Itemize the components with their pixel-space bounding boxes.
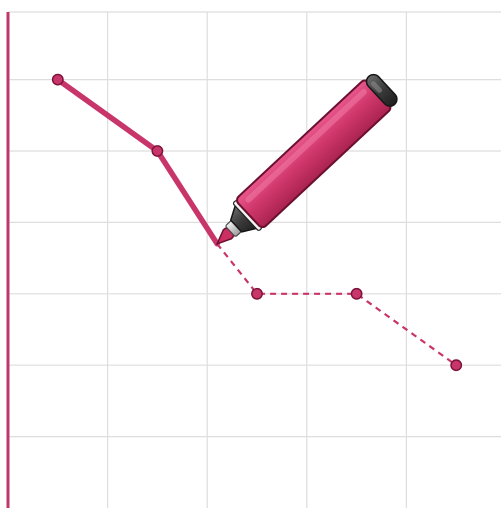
grid (8, 11, 501, 508)
guide-point[interactable] (251, 287, 263, 300)
drawn-point[interactable] (51, 73, 64, 86)
marker-pen-icon[interactable] (204, 71, 401, 258)
guide-point[interactable] (450, 359, 463, 372)
drawn-line (51, 73, 220, 247)
drawn-path (55, 76, 220, 247)
guide-line (216, 243, 463, 372)
guide-path (216, 243, 457, 367)
drawn-point[interactable] (151, 145, 164, 157)
guide-point[interactable] (350, 287, 363, 300)
